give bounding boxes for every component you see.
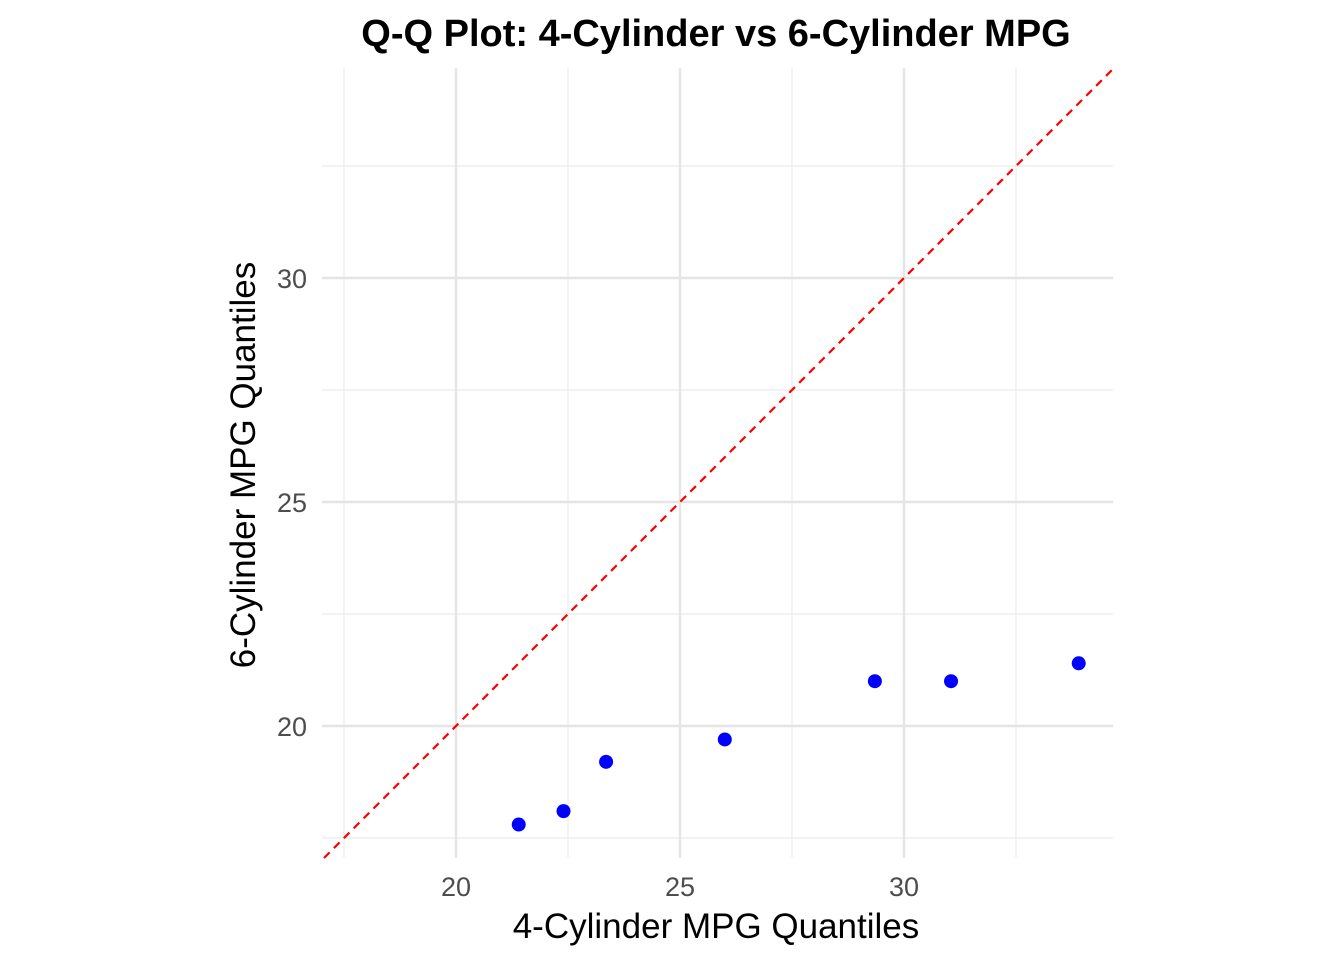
x-axis-title: 4-Cylinder MPG Quantiles — [513, 907, 920, 946]
data-point — [944, 674, 959, 689]
grid-lines — [322, 68, 1113, 858]
x-tick-label: 20 — [441, 872, 471, 902]
y-axis-title: 6-Cylinder MPG Quantiles — [224, 262, 263, 669]
reference-line-y-equals-x — [323, 68, 1114, 859]
y-axis-tick-labels: 20 25 30 — [277, 264, 307, 742]
data-point — [1071, 656, 1086, 671]
data-point — [511, 817, 526, 832]
data-point — [867, 674, 882, 689]
data-point — [599, 754, 614, 769]
x-tick-label: 30 — [889, 872, 919, 902]
data-points-layer — [511, 656, 1086, 832]
data-point — [556, 804, 571, 819]
reference-line-layer — [323, 68, 1114, 859]
x-tick-label: 25 — [665, 872, 695, 902]
y-tick-label: 20 — [277, 712, 307, 742]
y-tick-label: 30 — [277, 264, 307, 294]
chart-title: Q-Q Plot: 4-Cylinder vs 6-Cylinder MPG — [361, 13, 1070, 55]
y-tick-label: 25 — [277, 488, 307, 518]
data-point — [717, 732, 732, 747]
x-axis-tick-labels: 20 25 30 — [441, 872, 919, 902]
